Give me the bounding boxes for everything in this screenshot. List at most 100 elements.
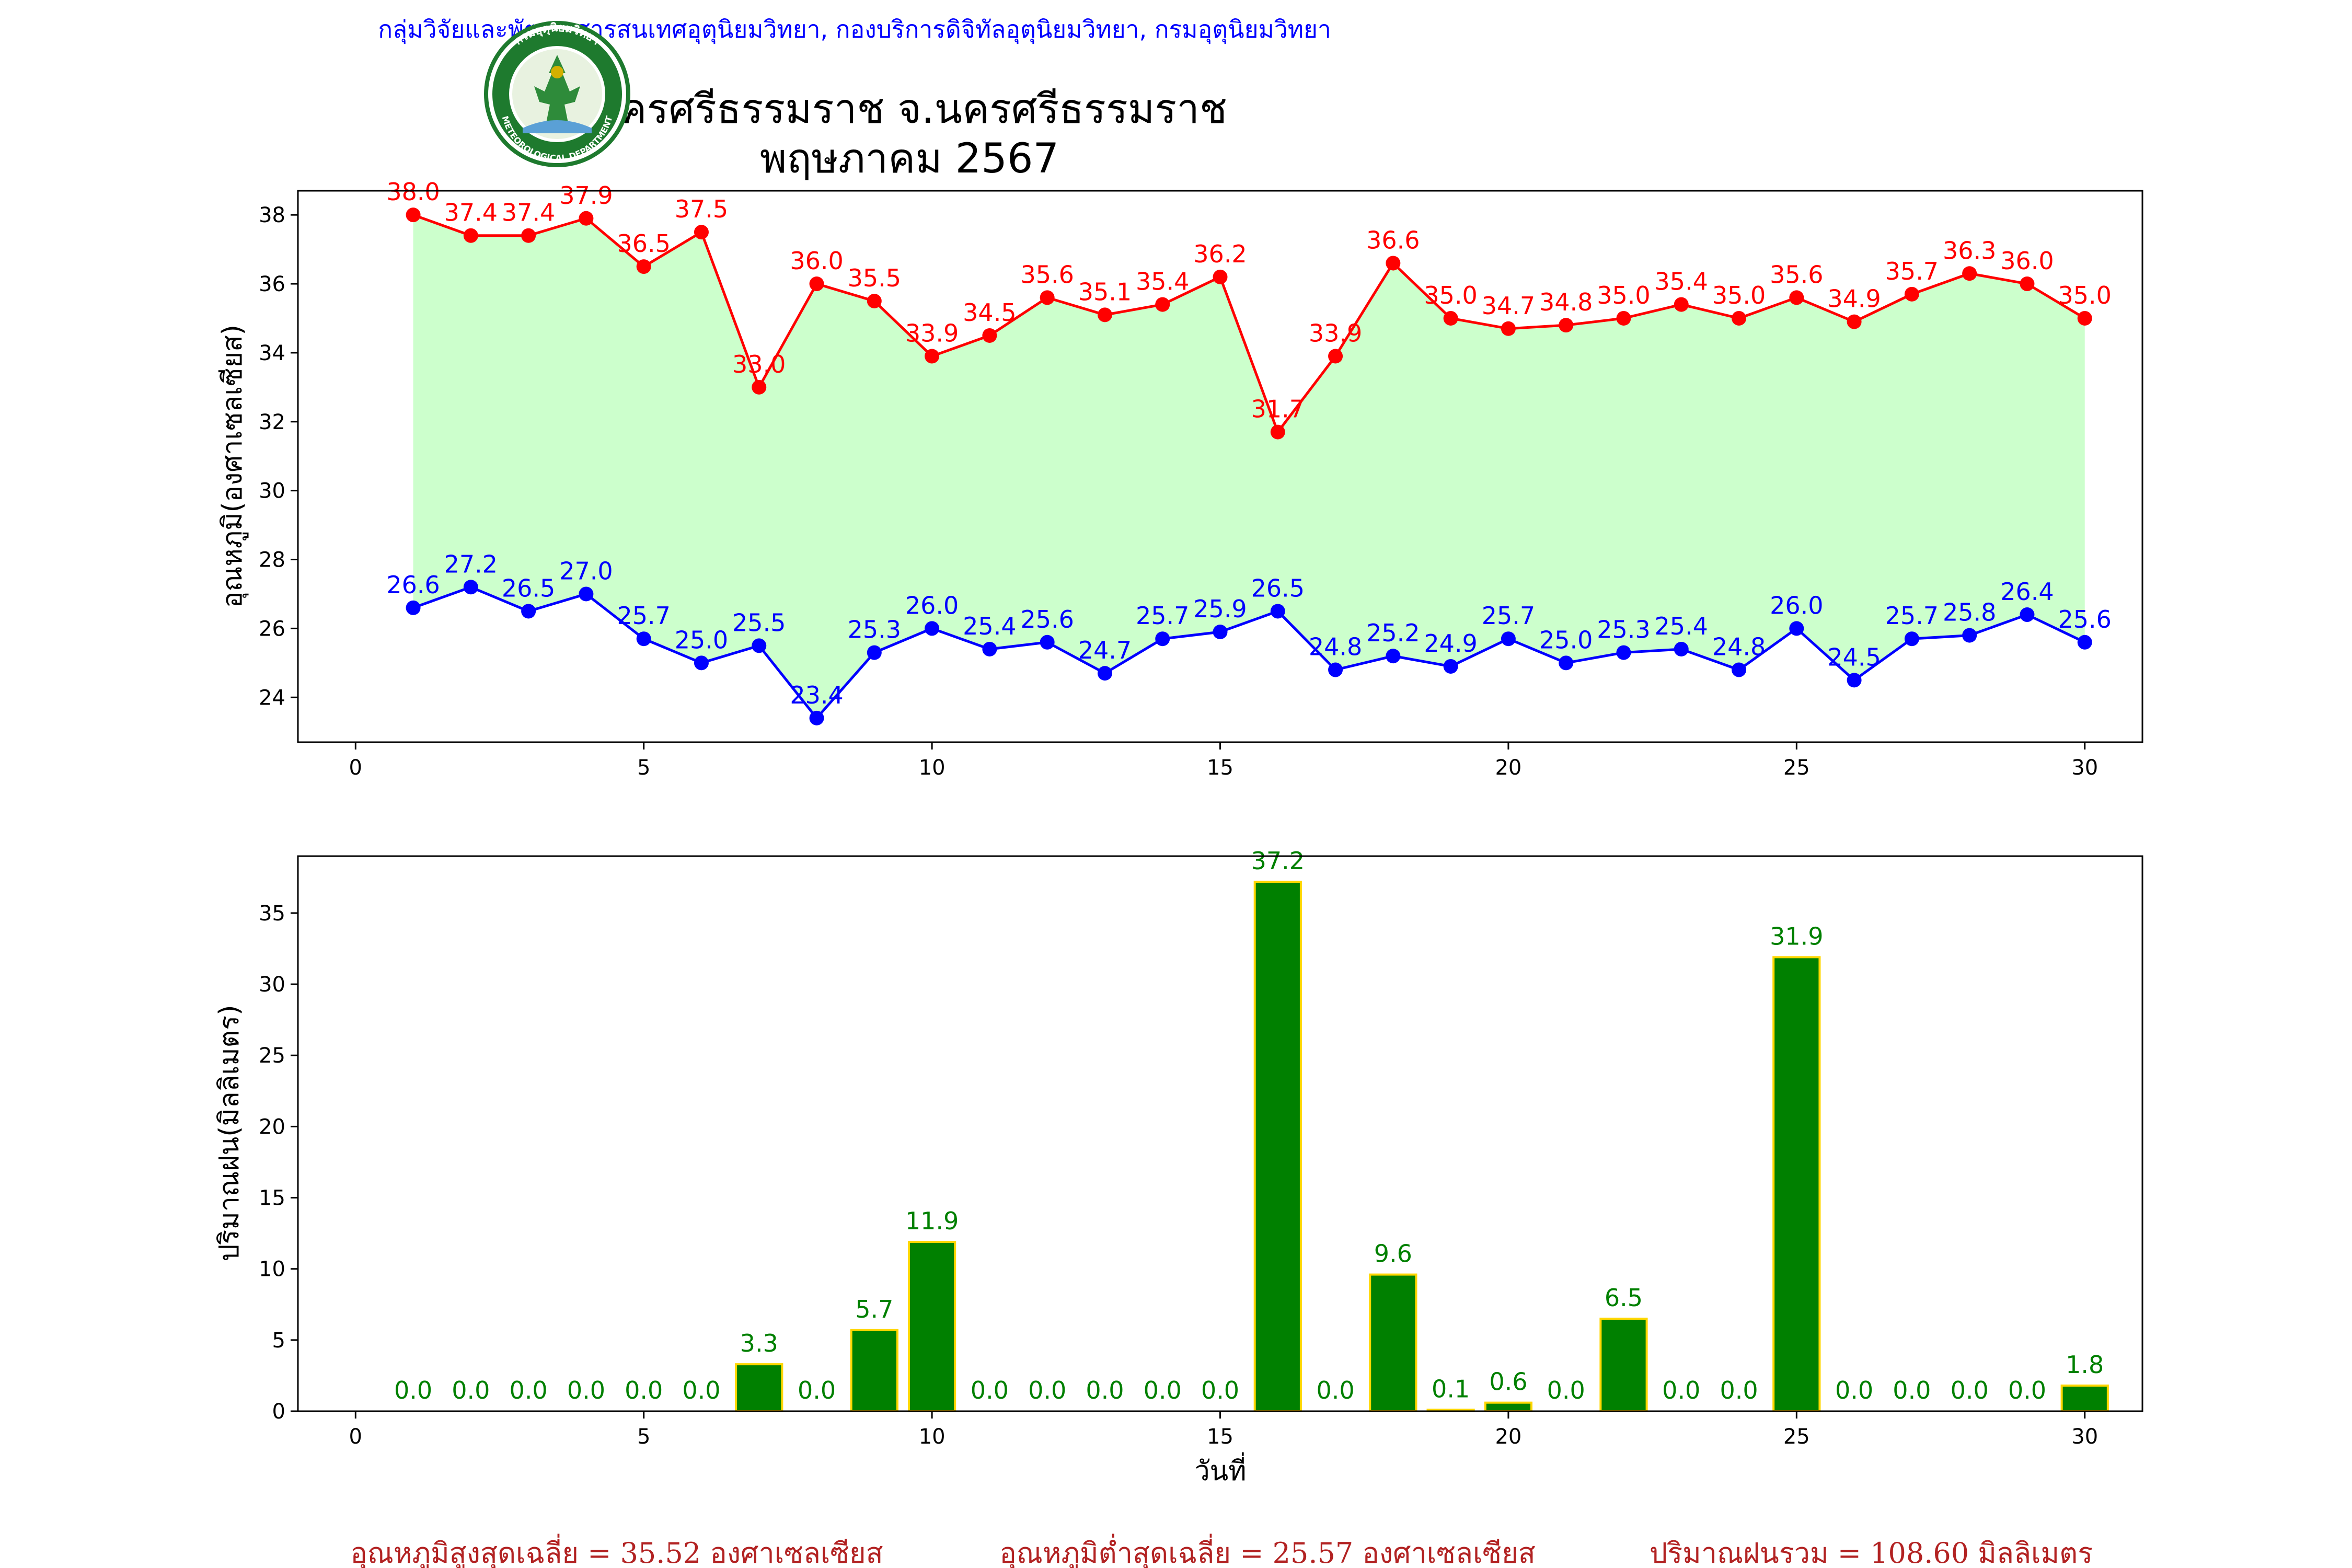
max-temp-point xyxy=(1962,266,1977,281)
max-temp-point xyxy=(406,207,421,223)
rain-plot-frame xyxy=(297,855,2143,1412)
rain-bar-label: 0.0 xyxy=(1662,1376,1700,1404)
max-temp-point xyxy=(1904,286,1919,302)
chart-subtitle: พฤษภาคม 2567 xyxy=(760,135,1059,182)
rain-xlabel: วันที่ xyxy=(1194,1452,1246,1487)
max-temp-label: 35.6 xyxy=(1020,260,1074,289)
min-temp-label: 24.8 xyxy=(1309,633,1362,661)
min-temp-label: 25.0 xyxy=(1539,626,1593,654)
rain-bar-label: 0.0 xyxy=(1893,1376,1931,1404)
max-temp-label: 36.3 xyxy=(1943,236,1996,264)
temp-xtick-label: 15 xyxy=(1207,756,1233,780)
temp-xtick-label: 20 xyxy=(1495,756,1521,780)
rain-bar-label: 0.0 xyxy=(1835,1376,1873,1404)
footer-avg-max: อุณหภูมิสูงสุดเฉลี่ย = 35.52 องศาเซลเซีย… xyxy=(350,1534,883,1568)
temp-ytick-label: 34 xyxy=(259,341,285,365)
rain-bar-label: 0.0 xyxy=(510,1376,548,1404)
rain-bar-label: 31.9 xyxy=(1770,922,1823,950)
min-temp-label: 26.0 xyxy=(1770,591,1823,619)
temp-ytick-label: 30 xyxy=(259,479,285,503)
max-temp-label: 34.8 xyxy=(1539,288,1593,316)
footer-avg-min: อุณหภูมิต่ำสุดเฉลี่ย = 25.57 องศาเซลเซีย… xyxy=(999,1534,1535,1568)
min-temp-point xyxy=(925,621,940,636)
max-temp-point xyxy=(1847,314,1862,329)
temp-ytick-label: 32 xyxy=(259,410,285,434)
max-temp-point xyxy=(521,228,536,243)
min-temp-point xyxy=(1443,659,1458,674)
max-temp-point xyxy=(925,349,940,364)
temp-ylabel: อุณหภูมิ(องศาเซลเซียส) xyxy=(217,325,249,608)
rain-xtick-label: 5 xyxy=(637,1425,650,1449)
min-temp-label: 25.4 xyxy=(963,612,1016,640)
min-temp-label: 26.4 xyxy=(2000,578,2054,606)
max-temp-point xyxy=(1732,310,1747,326)
rain-bar-label: 0.0 xyxy=(1547,1376,1585,1404)
rain-bar xyxy=(2060,1384,2109,1413)
min-temp-label: 25.7 xyxy=(1885,602,1939,630)
min-temp-point xyxy=(1328,662,1343,677)
min-temp-point xyxy=(2020,607,2035,622)
max-temp-label: 35.5 xyxy=(848,264,901,292)
min-temp-label: 25.9 xyxy=(1193,595,1247,623)
rain-xtick-label: 0 xyxy=(349,1425,362,1449)
min-temp-label: 24.8 xyxy=(1712,633,1766,661)
min-temp-label: 25.4 xyxy=(1655,612,1708,640)
rain-bar-label: 0.0 xyxy=(452,1376,490,1404)
min-temp-label: 25.7 xyxy=(617,602,670,630)
max-temp-label: 36.2 xyxy=(1193,240,1247,268)
max-temp-point xyxy=(2020,276,2035,292)
max-temp-point xyxy=(1559,318,1574,333)
max-temp-point xyxy=(1616,310,1631,326)
rain-ytick-label: 30 xyxy=(259,973,285,997)
rain-bar-label: 0.0 xyxy=(1086,1376,1124,1404)
max-temp-label: 35.1 xyxy=(1078,278,1132,306)
temp-xtick-label: 5 xyxy=(637,756,650,780)
temperature-chart: 38.037.4 37.437.936.537.533.036.035.533.9… xyxy=(217,178,2143,780)
max-temp-point xyxy=(1386,256,1401,271)
min-temp-point xyxy=(1040,635,1055,650)
rain-bar-label: 9.6 xyxy=(1374,1240,1412,1268)
max-temp-label: 36.0 xyxy=(2000,247,2054,275)
max-temp-point xyxy=(579,211,594,226)
rain-bar-label: 6.5 xyxy=(1605,1284,1643,1312)
min-temp-label: 27.2 xyxy=(444,550,498,578)
max-temp-label: 34.7 xyxy=(1482,292,1535,320)
min-temp-label: 25.0 xyxy=(675,626,728,654)
rain-bar-label: 0.0 xyxy=(798,1376,836,1404)
max-temp-point xyxy=(1674,297,1689,312)
rain-bar-label: 0.1 xyxy=(1432,1375,1470,1403)
max-temp-label: 36.5 xyxy=(617,229,670,258)
rain-bar xyxy=(1369,1273,1417,1413)
min-temp-point xyxy=(809,710,824,725)
min-temp-point xyxy=(406,600,421,615)
min-temp-label: 25.5 xyxy=(732,608,786,637)
min-temp-point xyxy=(1559,655,1574,671)
max-temp-label: 35.0 xyxy=(1597,281,1650,309)
min-temp-point xyxy=(867,645,882,660)
max-temp-label: 37.4 xyxy=(502,199,555,227)
max-temp-label: 35.0 xyxy=(1712,281,1766,309)
department-logo: กรมอุตุนิยมวิทยา METEOROLOGICAL DEPARTME… xyxy=(484,21,630,167)
max-temp-label: 35.6 xyxy=(1770,260,1823,289)
temp-xtick-label: 10 xyxy=(919,756,946,780)
max-temp-point xyxy=(1040,290,1055,305)
max-temp-point xyxy=(1155,297,1170,312)
min-temp-label: 26.5 xyxy=(502,574,555,602)
temp-ytick-label: 28 xyxy=(259,548,285,572)
min-temp-label: 25.2 xyxy=(1366,619,1420,647)
min-temp-point xyxy=(1962,628,1977,643)
min-temp-label: 24.5 xyxy=(1827,643,1881,671)
min-temp-point xyxy=(1155,631,1170,647)
max-temp-label: 37.5 xyxy=(675,195,728,223)
rain-ytick-label: 25 xyxy=(259,1044,285,1068)
max-temp-point xyxy=(636,259,651,274)
min-temp-point xyxy=(694,655,709,671)
rain-bar-label: 0.0 xyxy=(1144,1376,1182,1404)
rain-bar-label: 0.0 xyxy=(567,1376,605,1404)
min-temp-point xyxy=(463,580,478,595)
max-temp-label: 38.0 xyxy=(386,178,440,206)
min-temp-point xyxy=(1213,625,1228,639)
rain-bar-label: 37.2 xyxy=(1251,847,1305,875)
max-temp-point xyxy=(982,328,997,343)
min-temp-point xyxy=(1904,631,1919,647)
